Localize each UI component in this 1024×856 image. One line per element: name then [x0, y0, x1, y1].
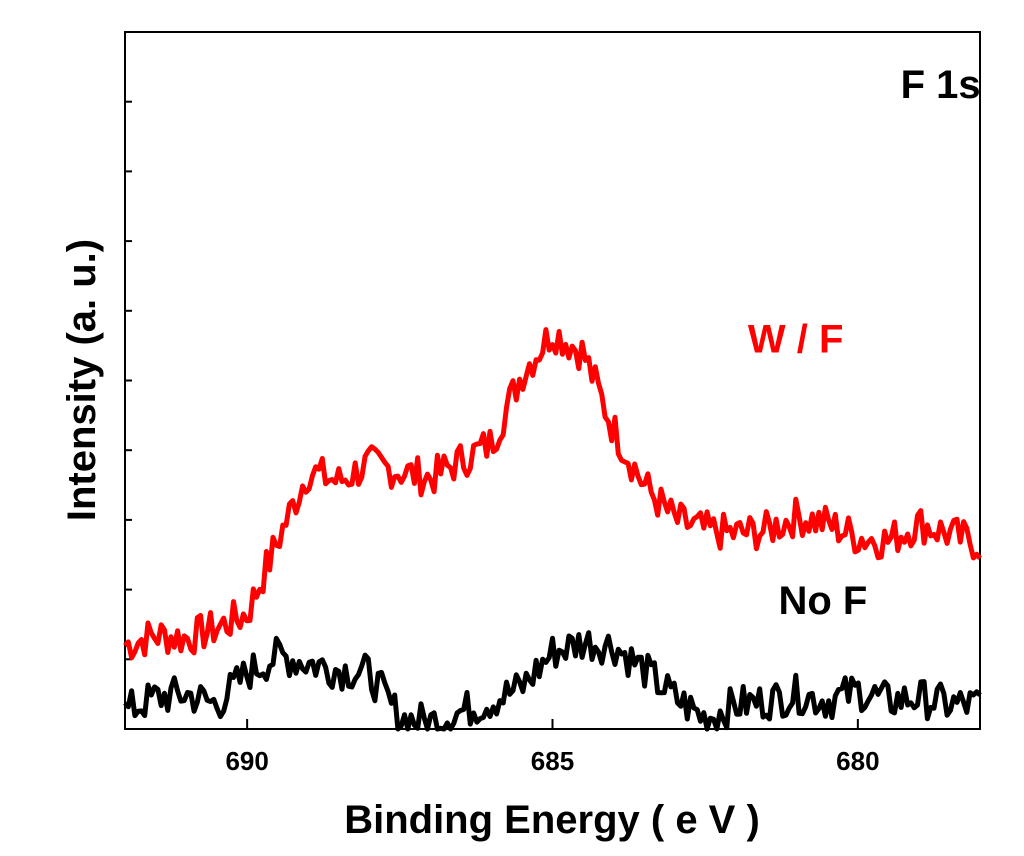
y-axis-title: Intensity (a. u.) — [60, 239, 104, 521]
x-tick-label-685: 685 — [531, 746, 574, 776]
x-tick-label-680: 680 — [836, 746, 879, 776]
series-line-no-f — [123, 630, 982, 732]
legend-label-with-f: W / F — [748, 318, 844, 362]
x-tick-labels: 690 685 680 — [225, 746, 879, 776]
x-axis-title: Binding Energy ( e V ) — [344, 798, 760, 842]
annotation-f1s: F 1s — [901, 63, 981, 107]
series-group — [123, 327, 982, 732]
axis-ticks — [125, 100, 859, 729]
annotations: F 1s W / F No F — [748, 63, 981, 623]
series-line-with-f — [123, 327, 982, 661]
plot-frame — [124, 31, 981, 730]
x-tick-label-690: 690 — [225, 746, 268, 776]
legend-label-no-f: No F — [778, 579, 867, 623]
